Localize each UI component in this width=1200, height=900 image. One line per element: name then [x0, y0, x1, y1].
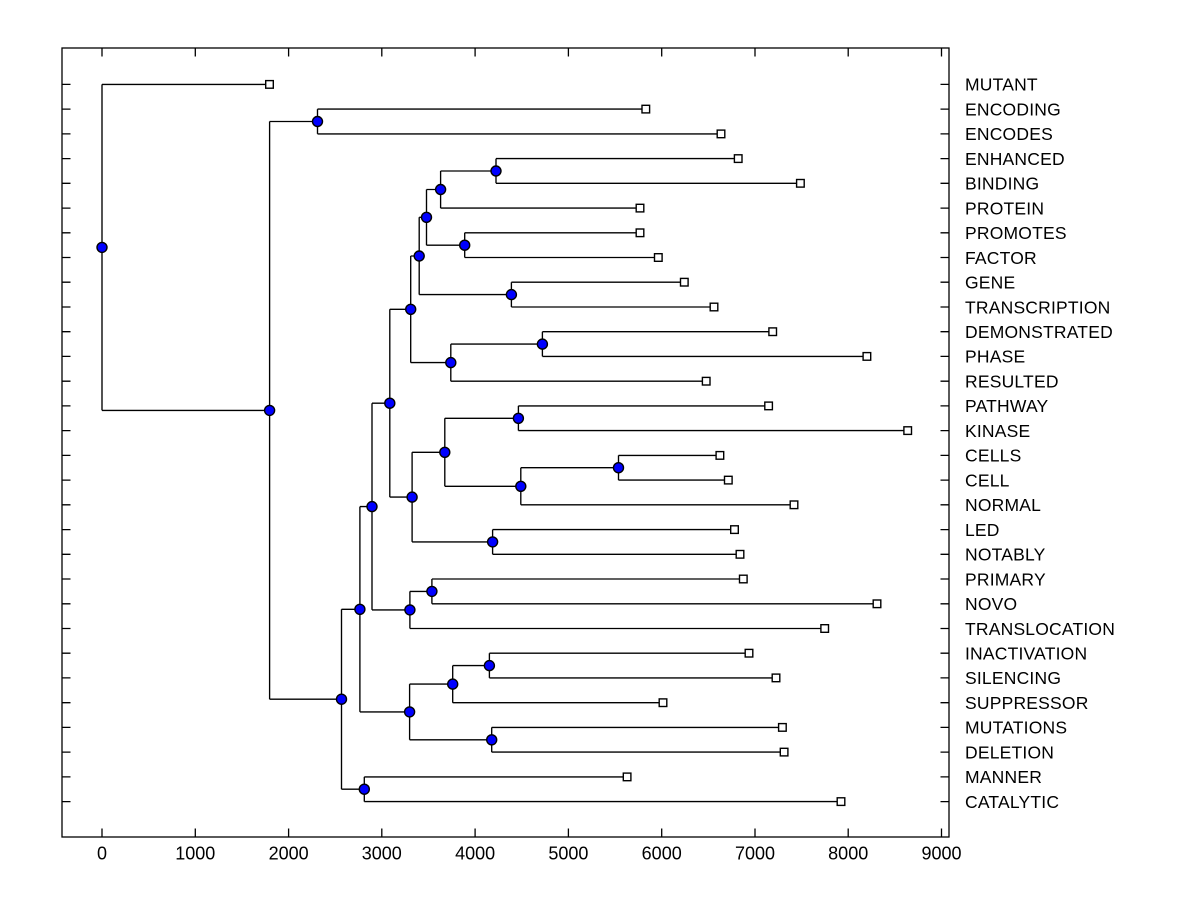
- svg-text:9000: 9000: [921, 844, 961, 864]
- svg-text:5000: 5000: [548, 844, 588, 864]
- svg-text:3000: 3000: [362, 844, 402, 864]
- svg-text:8000: 8000: [828, 844, 868, 864]
- svg-text:KINASE: KINASE: [965, 421, 1030, 441]
- svg-text:DELETION: DELETION: [965, 742, 1054, 762]
- svg-text:ENHANCED: ENHANCED: [965, 149, 1065, 169]
- svg-text:ENCODES: ENCODES: [965, 124, 1053, 144]
- svg-text:SILENCING: SILENCING: [965, 668, 1061, 688]
- svg-text:CELLS: CELLS: [965, 446, 1021, 466]
- svg-text:PATHWAY: PATHWAY: [965, 396, 1049, 416]
- svg-text:CATALYTIC: CATALYTIC: [965, 792, 1059, 812]
- svg-text:GENE: GENE: [965, 273, 1015, 293]
- svg-text:2000: 2000: [269, 844, 309, 864]
- svg-text:4000: 4000: [455, 844, 495, 864]
- svg-text:6000: 6000: [642, 844, 682, 864]
- svg-text:PHASE: PHASE: [965, 347, 1025, 367]
- svg-text:7000: 7000: [735, 844, 775, 864]
- svg-text:TRANSLOCATION: TRANSLOCATION: [965, 619, 1115, 639]
- svg-text:0: 0: [97, 844, 107, 864]
- svg-text:NOTABLY: NOTABLY: [965, 545, 1046, 565]
- svg-text:MANNER: MANNER: [965, 767, 1042, 787]
- svg-text:NORMAL: NORMAL: [965, 495, 1041, 515]
- svg-text:INACTIVATION: INACTIVATION: [965, 644, 1087, 664]
- svg-text:TRANSCRIPTION: TRANSCRIPTION: [965, 297, 1111, 317]
- svg-text:PROTEIN: PROTEIN: [965, 198, 1044, 218]
- svg-text:1000: 1000: [175, 844, 215, 864]
- svg-text:FACTOR: FACTOR: [965, 248, 1037, 268]
- svg-text:ENCODING: ENCODING: [965, 99, 1061, 119]
- svg-text:PROMOTES: PROMOTES: [965, 223, 1067, 243]
- svg-text:DEMONSTRATED: DEMONSTRATED: [965, 322, 1113, 342]
- svg-text:BINDING: BINDING: [965, 174, 1039, 194]
- svg-text:SUPPRESSOR: SUPPRESSOR: [965, 693, 1089, 713]
- svg-text:LED: LED: [965, 520, 1000, 540]
- svg-text:CELL: CELL: [965, 470, 1010, 490]
- svg-text:MUTATIONS: MUTATIONS: [965, 718, 1067, 738]
- svg-text:MUTANT: MUTANT: [965, 75, 1038, 95]
- svg-text:RESULTED: RESULTED: [965, 372, 1059, 392]
- svg-text:PRIMARY: PRIMARY: [965, 569, 1046, 589]
- svg-text:NOVO: NOVO: [965, 594, 1017, 614]
